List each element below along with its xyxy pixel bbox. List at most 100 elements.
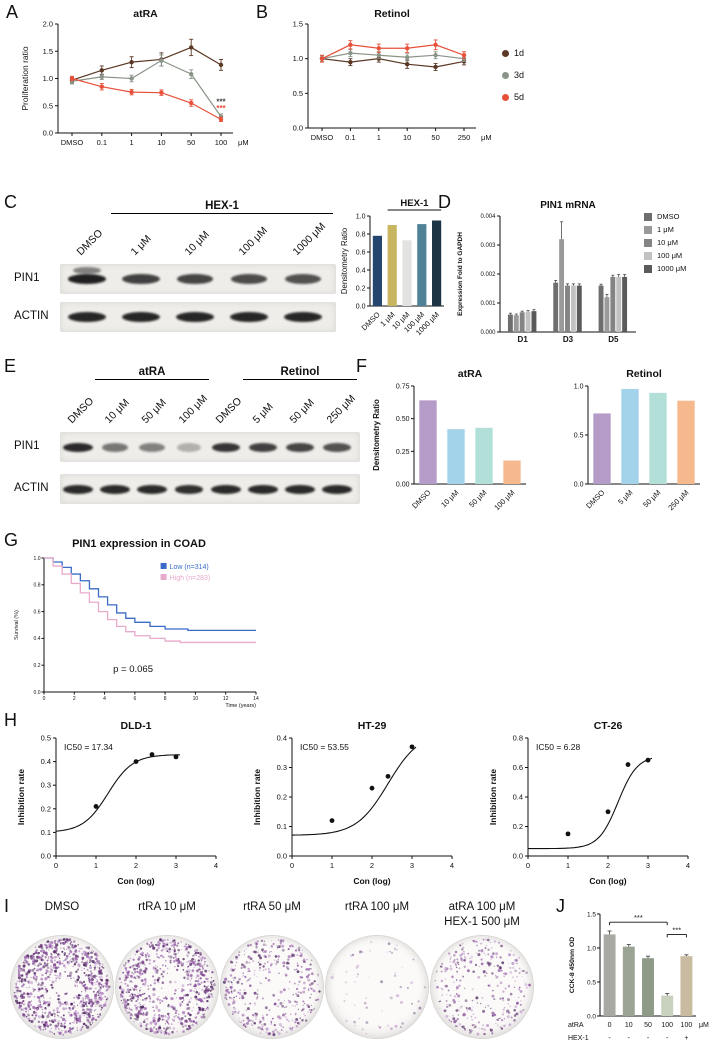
x-row-cell: - [608,1035,611,1042]
chart-dose-ht29: HT-29 0.0 0.1 0.2 0.3 0.4 0 1 2 3 4 Con (log) Inhibi… [252,720,454,886]
blot-band [283,312,323,322]
x-tick: DMSO [311,133,334,142]
lane-label: 1 μM [128,232,154,258]
y-axis-label: Survival (%) [14,610,20,640]
bar-DMSO [419,400,437,484]
colony-well [431,936,533,1038]
chart-title: PIN1 mRNA [540,200,596,211]
legend-item: 3d [502,70,524,80]
data-point [385,773,391,779]
lane-label: 50 μM [139,396,169,426]
x-unit: μM [481,133,492,142]
y-tick: 0.5 [41,734,51,743]
group-label: D3 [563,335,574,344]
blot-group-header: HEX-1 [111,200,333,214]
series-3d [321,52,465,60]
blot-band [100,484,130,494]
data-point [93,804,99,809]
blot-band [67,274,107,284]
legend-item: 1000 μM [644,264,686,273]
y-tick: 0.0 [356,304,366,311]
y-axis-label: Inhibition rate [16,769,26,825]
y-tick: 1.0 [43,74,53,83]
blot-band [176,442,202,452]
colony-well [11,936,113,1038]
legend-label: 5d [514,92,525,102]
x-tick: 100 [215,138,228,147]
panel-letter-c: C [4,192,17,212]
legend-item: 1 μM [644,225,686,234]
fit-curve [55,754,180,832]
data-point [433,53,438,58]
data-point [133,759,139,764]
panel-letter-b: B [256,2,269,22]
bar-1 μM [559,239,565,332]
bar-1000 μM [622,276,628,332]
x-tick: 1 [94,861,98,870]
legend-swatch [644,212,652,221]
y-tick: 0.5 [574,433,584,440]
data-point [218,117,224,122]
y-tick: 0.004 [480,214,496,220]
x-tick: 0 [526,861,530,870]
colony-well [116,936,218,1038]
bar-50 μM [475,427,493,484]
blot-band [175,312,215,322]
legend-d: DMSO 1 μM 10 μM 100 μM 1000 μM [644,212,686,277]
x-tick: 10 μM [439,488,460,509]
data-point [369,785,375,791]
bar [642,958,654,1016]
panel-letter-g: G [4,530,19,550]
blot-group-header: Retinol [243,366,357,380]
series-5d [71,77,222,120]
x-tick: 1 [566,861,570,870]
bar-DMSO [507,314,513,332]
fit-curve [528,757,653,850]
y-axis-label: CCK-8 450nm OD [569,937,576,993]
y-tick: 0.001 [480,301,496,307]
data-point [433,42,438,47]
km-curve-Low (n=314) [44,557,256,632]
data-point [159,90,164,95]
legend-label: 100 μM [657,251,683,260]
chart-title: PIN1 expression in COAD [72,538,206,550]
data-point [189,71,194,77]
ic50-annotation: IC50 = 6.28 [536,742,580,752]
y-tick: 0.6 [513,763,523,772]
x-tick: 5 μM [616,488,634,506]
x-row-cell: 0 [608,1022,612,1029]
y-axis-label: Densitometry Ratio [340,227,349,294]
colony-dots [222,939,321,1037]
lane-label: 50 μM [287,396,317,426]
blot-strip-actin [60,474,360,504]
blot-row-label: ACTIN [14,482,49,494]
bar-100 μM [570,285,576,332]
x-tick: 50 [187,138,195,147]
chart-title: Retinol [374,8,410,20]
lane-label: DMSO [213,395,245,426]
x-tick: 14 [253,696,259,702]
x-tick: 1 [330,861,334,870]
data-point [189,100,194,106]
y-tick: 0.5 [293,89,303,98]
chart-title: HT-29 [358,720,387,732]
colony-well-label: DMSO [44,901,80,913]
x-tick: DMSO [61,138,84,147]
legend-ab: 1d 3d 5d [502,48,524,114]
chart-pin1-mrna: 0.000 0.001 0.002 0.003 0.004 D1 D3 D5 PIN1 mRNA… [457,200,636,344]
data-point [645,757,651,763]
bar-10 μM [447,429,465,484]
x-tick: 3 [646,861,650,870]
panel-letter-e: E [4,356,17,376]
y-tick: 0.000 [480,330,496,336]
y-tick: 0.0 [277,852,287,861]
bar [622,946,635,1016]
chart-km-survival: PIN1 expression in COAD 0.0 0.2 0.4 0.6 0.8 1.… [14,538,259,709]
blot-band [322,484,352,494]
p-value: p = 0.065 [113,664,153,675]
blot-band [211,484,241,494]
y-tick: 0.003 [480,243,496,249]
y-tick: 0.2 [41,804,51,813]
series-3d [71,59,222,117]
y-tick: 0.0 [574,482,584,489]
